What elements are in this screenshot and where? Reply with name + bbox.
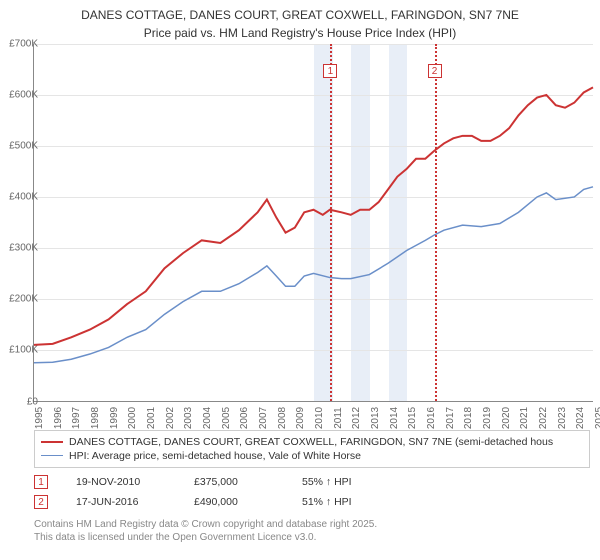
sale-badge: 2 (34, 495, 48, 509)
sale-price: £490,000 (194, 496, 274, 508)
legend-item: HPI: Average price, semi-detached house,… (41, 449, 583, 463)
x-tick-label: 2007 (258, 406, 269, 428)
marker-line (330, 44, 332, 401)
x-tick-label: 2025 (594, 406, 600, 428)
legend-swatch (41, 441, 63, 443)
series-line (34, 186, 593, 362)
x-tick-label: 2002 (165, 406, 176, 428)
sale-diff: 51% ↑ HPI (302, 496, 392, 508)
chart-area: £0£100K£200K£300K£400K£500K£600K£700K199… (5, 44, 595, 426)
sale-date: 17-JUN-2016 (76, 496, 166, 508)
sale-price: £375,000 (194, 476, 274, 488)
y-tick-label: £200K (6, 294, 38, 305)
x-tick-label: 2016 (426, 406, 437, 428)
marker-badge: 2 (428, 64, 442, 78)
footer-attribution: Contains HM Land Registry data © Crown c… (34, 518, 590, 544)
x-tick-label: 1995 (34, 406, 45, 428)
chart-title-line1: DANES COTTAGE, DANES COURT, GREAT COXWEL… (0, 0, 600, 26)
x-tick-label: 2009 (295, 406, 306, 428)
x-tick-label: 2012 (351, 406, 362, 428)
x-tick-label: 2003 (183, 406, 194, 428)
x-tick-label: 2019 (482, 406, 493, 428)
series-line (34, 87, 593, 344)
legend-label: HPI: Average price, semi-detached house,… (69, 450, 361, 462)
y-tick-label: £0 (6, 396, 38, 407)
x-tick-label: 2005 (221, 406, 232, 428)
x-tick-label: 2000 (127, 406, 138, 428)
x-tick-label: 2010 (314, 406, 325, 428)
legend-label: DANES COTTAGE, DANES COURT, GREAT COXWEL… (69, 436, 553, 448)
sale-row: 1 19-NOV-2010 £375,000 55% ↑ HPI (34, 472, 590, 492)
x-tick-label: 2008 (277, 406, 288, 428)
x-tick-label: 2011 (333, 407, 344, 429)
y-tick-label: £400K (6, 192, 38, 203)
chart-title-line2: Price paid vs. HM Land Registry's House … (0, 26, 600, 44)
x-tick-label: 2020 (501, 406, 512, 428)
x-tick-label: 2024 (575, 406, 586, 428)
y-tick-label: £100K (6, 345, 38, 356)
footer-line2: This data is licensed under the Open Gov… (34, 531, 590, 544)
x-tick-label: 2022 (538, 406, 549, 428)
sale-diff: 55% ↑ HPI (302, 476, 392, 488)
x-tick-label: 2015 (407, 406, 418, 428)
x-tick-label: 2017 (445, 406, 456, 428)
x-tick-label: 2013 (370, 406, 381, 428)
x-tick-label: 2004 (202, 406, 213, 428)
y-tick-label: £500K (6, 140, 38, 151)
y-tick-label: £700K (6, 38, 38, 49)
x-tick-label: 1997 (71, 406, 82, 428)
legend-swatch (41, 455, 63, 457)
sale-badge: 1 (34, 475, 48, 489)
x-tick-label: 2021 (519, 406, 530, 428)
line-series-svg (34, 44, 593, 401)
x-tick-label: 2014 (389, 406, 400, 428)
sales-table: 1 19-NOV-2010 £375,000 55% ↑ HPI 2 17-JUN-201… (34, 472, 590, 512)
y-tick-label: £300K (6, 243, 38, 254)
x-tick-label: 1998 (90, 406, 101, 428)
sale-date: 19-NOV-2010 (76, 476, 166, 488)
x-tick-label: 2001 (146, 406, 157, 428)
plot-region: £0£100K£200K£300K£400K£500K£600K£700K199… (33, 44, 593, 402)
y-tick-label: £600K (6, 89, 38, 100)
x-tick-label: 1996 (53, 406, 64, 428)
legend: DANES COTTAGE, DANES COURT, GREAT COXWEL… (34, 430, 590, 468)
legend-item: DANES COTTAGE, DANES COURT, GREAT COXWEL… (41, 435, 583, 449)
x-tick-label: 2006 (239, 406, 250, 428)
footer-line1: Contains HM Land Registry data © Crown c… (34, 518, 590, 531)
x-tick-label: 2018 (463, 406, 474, 428)
marker-badge: 1 (323, 64, 337, 78)
x-tick-label: 2023 (557, 406, 568, 428)
x-tick-label: 1999 (109, 406, 120, 428)
marker-line (435, 44, 437, 401)
sale-row: 2 17-JUN-2016 £490,000 51% ↑ HPI (34, 492, 590, 512)
